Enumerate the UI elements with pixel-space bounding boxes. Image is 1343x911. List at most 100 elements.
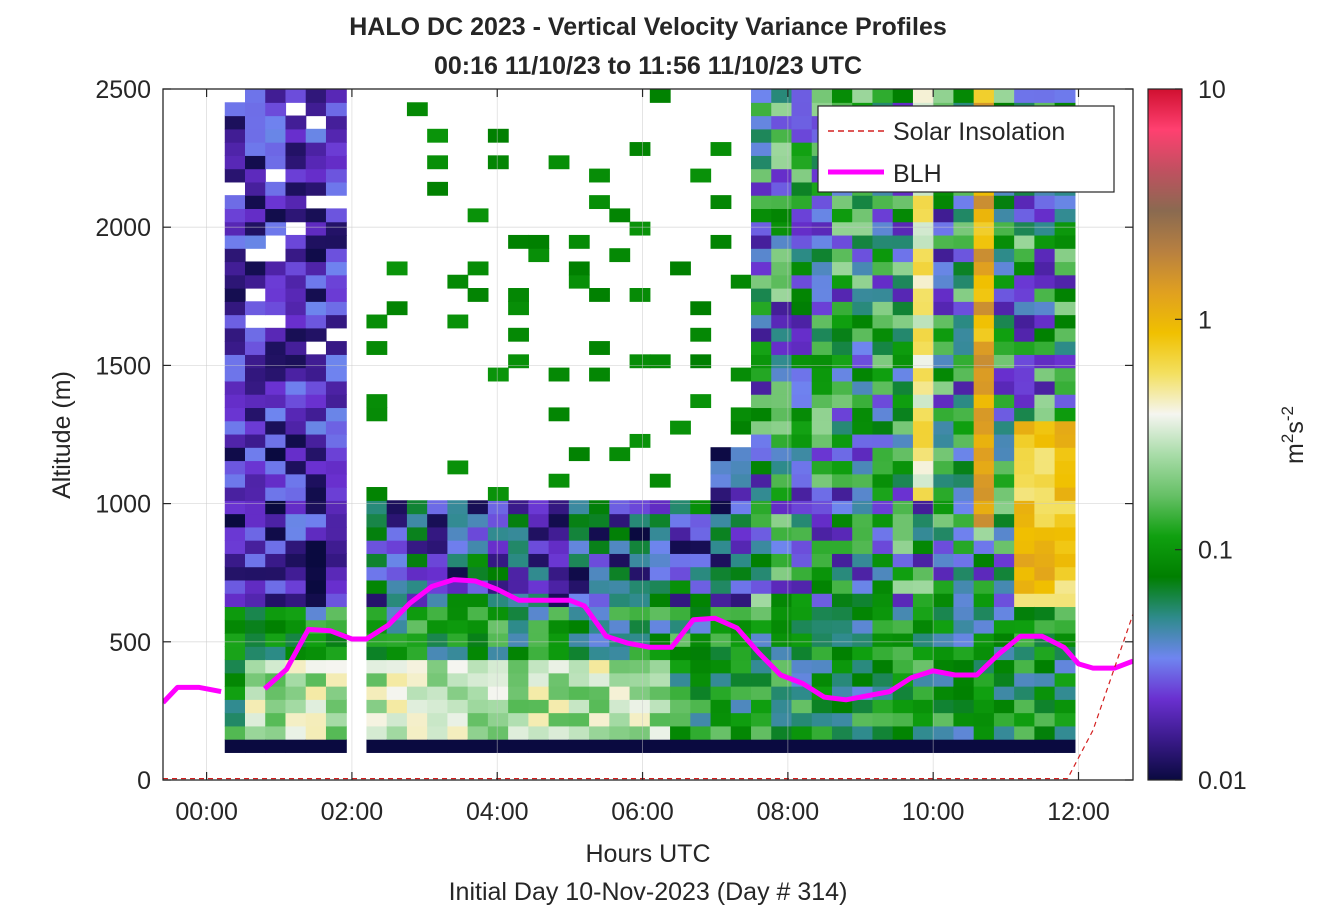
heatmap-cell (305, 380, 327, 395)
heatmap-cell (245, 619, 266, 634)
heatmap-cell (892, 261, 914, 276)
heatmap-cell (690, 672, 712, 687)
heatmap-cell (265, 407, 287, 422)
x-axis-label: Hours UTC (585, 840, 710, 868)
heatmap-cell (953, 632, 975, 647)
heatmap-cell (487, 712, 509, 727)
heatmap-cell (245, 593, 266, 608)
heatmap-cell (325, 102, 347, 117)
heatmap-cell (265, 619, 287, 634)
heatmap-cell (973, 513, 995, 528)
heatmap-cell (629, 354, 651, 369)
heatmap-cell (993, 407, 1015, 422)
heatmap-cell (224, 473, 246, 488)
heatmap-cell (771, 261, 793, 276)
heatmap-cell (305, 354, 327, 369)
heatmap-cell (589, 513, 610, 528)
heatmap-cell (751, 526, 772, 541)
heatmap-cell (568, 686, 590, 700)
y-tick-label: 1500 (95, 352, 151, 380)
heatmap-cell (629, 699, 651, 714)
heatmap-cell (366, 526, 388, 541)
heatmap-cell (1054, 261, 1076, 276)
heatmap-cell (831, 447, 853, 462)
heatmap-cell (305, 89, 327, 103)
heatmap-cell (427, 566, 449, 581)
heatmap-cell (224, 553, 246, 568)
heatmap-cell (852, 221, 874, 236)
heatmap-cell (528, 526, 550, 541)
heatmap-cell (609, 526, 631, 541)
heatmap-cell (751, 672, 772, 687)
heatmap-cell (609, 208, 631, 223)
heatmap-cell (730, 579, 752, 594)
heatmap-cell (791, 646, 813, 661)
heatmap-cell (993, 672, 1015, 687)
heatmap-cell (771, 248, 793, 263)
heatmap-cell (993, 579, 1015, 594)
heatmap-cell (811, 725, 833, 740)
colorbar-label: m2s-2 (1278, 406, 1309, 464)
heatmap-cell (811, 526, 833, 541)
heatmap-cell (872, 301, 894, 316)
heatmap-cell (751, 739, 772, 753)
heatmap-cell (751, 314, 772, 329)
heatmap-cell (892, 314, 914, 329)
heatmap-cell (528, 579, 550, 594)
heatmap-cell (325, 540, 347, 554)
heatmap-cell (649, 712, 671, 727)
heatmap-cell (305, 301, 327, 316)
heatmap-cell (973, 234, 995, 249)
heatmap-cell (872, 234, 894, 249)
heatmap-cell (973, 221, 995, 236)
heatmap-cell (953, 261, 975, 276)
heatmap-cell (953, 513, 975, 528)
heatmap-cell (265, 261, 287, 276)
heatmap-cell (285, 579, 307, 594)
heatmap-cell (973, 739, 995, 753)
heatmap-cell (973, 288, 995, 302)
heatmap-cell (771, 407, 793, 422)
heatmap-cell (1034, 712, 1056, 727)
heatmap-cell (245, 128, 266, 143)
heatmap-cell (629, 540, 651, 554)
heatmap-cell (1034, 500, 1056, 515)
heatmap-cell (872, 712, 894, 727)
heatmap-cell (791, 181, 813, 196)
heatmap-cell (771, 155, 793, 170)
heatmap-cell (1034, 659, 1056, 674)
heatmap-cell (751, 195, 772, 210)
heatmap-cell (852, 725, 874, 740)
heatmap-cell (366, 487, 388, 501)
heatmap-cell (224, 380, 246, 395)
heatmap-cell (427, 659, 449, 674)
heatmap-cell (447, 540, 469, 554)
heatmap-cell (224, 248, 246, 263)
heatmap-cell (1034, 739, 1056, 753)
heatmap-cell (447, 619, 469, 634)
heatmap-cell (568, 739, 590, 753)
heatmap-cell (487, 540, 509, 554)
heatmap-cell (285, 314, 307, 329)
heatmap-cell (1054, 420, 1076, 435)
heatmap-cell (912, 699, 934, 714)
heatmap-cell (690, 327, 712, 342)
heatmap-cell (528, 632, 550, 647)
heatmap-cell (933, 460, 955, 475)
heatmap-cell (589, 341, 610, 355)
heatmap-cell (791, 394, 813, 409)
heatmap-cell (852, 606, 874, 621)
heatmap-cell (912, 327, 934, 342)
heatmap-cell (325, 672, 347, 687)
heatmap-cell (912, 314, 934, 329)
heatmap-cell (791, 540, 813, 554)
heatmap-cell (467, 513, 489, 528)
heatmap-cell (872, 261, 894, 276)
heatmap-cell (892, 420, 914, 435)
heatmap-cell (993, 89, 1015, 103)
heatmap-cell (629, 500, 651, 515)
heatmap-cell (912, 420, 934, 435)
heatmap-cell (730, 686, 752, 700)
heatmap-cell (1014, 712, 1035, 727)
heatmap-cell (245, 460, 266, 475)
